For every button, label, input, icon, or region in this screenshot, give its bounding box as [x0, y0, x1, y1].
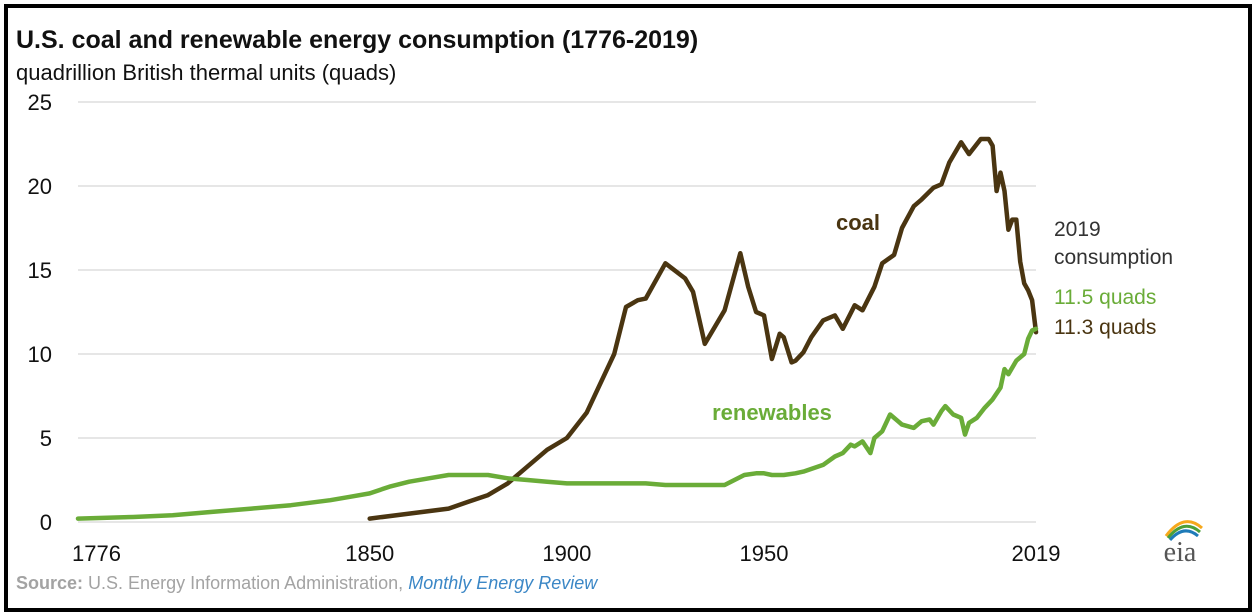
line-chart: 0 5 10 15 20 25 1776 1850 1900 1950 2019 coal renewa…: [28, 90, 1203, 568]
eia-logo-arc-2: [1166, 524, 1201, 539]
y-tick-label-0: 0: [40, 510, 52, 535]
series-label-renewables: renewables: [712, 400, 832, 425]
series-line-coal: [367, 136, 1039, 521]
eia-logo-arc-1: [1164, 520, 1203, 537]
source-label: Source:: [16, 573, 84, 593]
y-tick-label-10: 10: [28, 342, 52, 367]
source-text: U.S. Energy Information Administration,: [88, 573, 404, 593]
eia-logo-text: eia: [1164, 537, 1197, 568]
source-note: Source: U.S. Energy Information Administ…: [16, 573, 597, 594]
annotation-heading-label: consumption: [1054, 246, 1173, 269]
y-tick-label-25: 25: [28, 90, 52, 115]
x-tick-label-1776: 1776: [72, 541, 121, 566]
annotation-heading-year: 2019: [1054, 218, 1101, 241]
annotation-renewables-value: 11.5 quads: [1054, 286, 1156, 309]
series-label-coal: coal: [836, 210, 880, 235]
eia-logo: eia: [1164, 520, 1203, 568]
chart-frame: U.S. coal and renewable energy consumpti…: [4, 4, 1252, 612]
x-tick-label-1950: 1950: [739, 541, 788, 566]
source-link[interactable]: Monthly Energy Review: [408, 573, 598, 593]
y-tick-label-15: 15: [28, 258, 52, 283]
eia-logo-arc-3: [1168, 529, 1199, 542]
y-tick-label-5: 5: [40, 426, 52, 451]
chart-title: U.S. coal and renewable energy consumpti…: [16, 26, 699, 54]
chart-subtitle: quadrillion British thermal units (quads…: [16, 60, 397, 85]
y-tick-label-20: 20: [28, 174, 52, 199]
x-tick-label-2019: 2019: [1012, 541, 1061, 566]
x-tick-label-1900: 1900: [542, 541, 591, 566]
series-line-renewables: [75, 326, 1039, 521]
x-tick-label-1850: 1850: [345, 541, 394, 566]
annotation-coal-value: 11.3 quads: [1054, 316, 1156, 339]
